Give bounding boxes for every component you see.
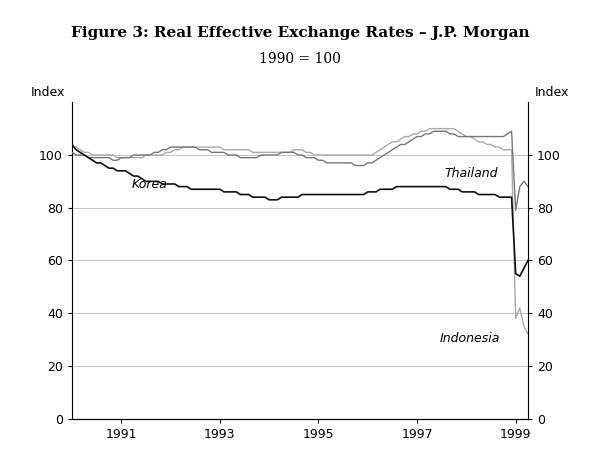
- Text: Indonesia: Indonesia: [439, 332, 500, 345]
- Text: Korea: Korea: [131, 178, 167, 191]
- Text: Index: Index: [535, 86, 569, 99]
- Text: Thailand: Thailand: [444, 167, 497, 180]
- Text: Figure 3: Real Effective Exchange Rates – J.P. Morgan: Figure 3: Real Effective Exchange Rates …: [71, 26, 529, 40]
- Title: 1990 = 100: 1990 = 100: [259, 53, 341, 66]
- Text: Index: Index: [31, 86, 65, 99]
